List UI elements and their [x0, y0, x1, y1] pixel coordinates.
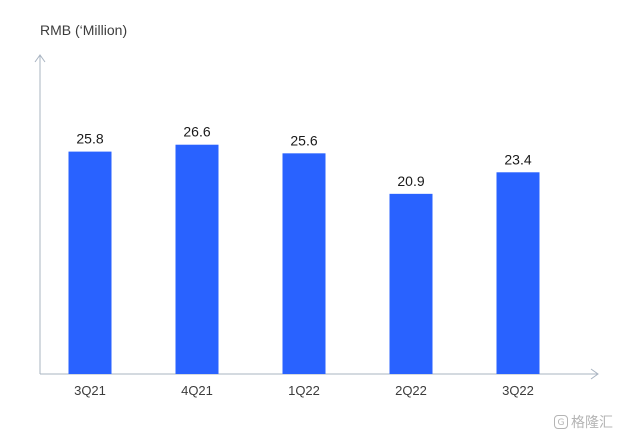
bar-2q22 [389, 193, 433, 374]
x-tick-label: 2Q22 [395, 383, 427, 398]
bar-3q22 [496, 172, 540, 374]
watermark: G 格隆汇 [554, 412, 613, 432]
bar-3q21 [68, 151, 112, 374]
y-axis-arrow-icon [34, 54, 46, 63]
x-tick-label: 1Q22 [288, 383, 320, 398]
x-tick-label: 4Q21 [181, 383, 213, 398]
y-axis-label: RMB (‘Million) [40, 22, 128, 38]
x-tick-label: 3Q21 [74, 383, 106, 398]
bar-4q21 [175, 144, 219, 374]
data-label: 20.9 [397, 173, 424, 189]
bars-group: 25.8 3Q21 26.6 4Q21 25.6 1Q22 20.9 2Q22 23.4 3Q22 [68, 124, 540, 398]
data-label: 25.6 [290, 132, 317, 148]
data-label: 25.8 [76, 131, 103, 147]
watermark-text: 格隆汇 [571, 415, 613, 431]
bar-1q22 [282, 153, 326, 374]
data-label: 23.4 [504, 151, 531, 167]
x-tick-label: 3Q22 [502, 383, 534, 398]
data-label: 26.6 [183, 124, 210, 140]
watermark-logo-icon: G [554, 415, 568, 429]
x-axis-arrow-icon [590, 368, 599, 380]
